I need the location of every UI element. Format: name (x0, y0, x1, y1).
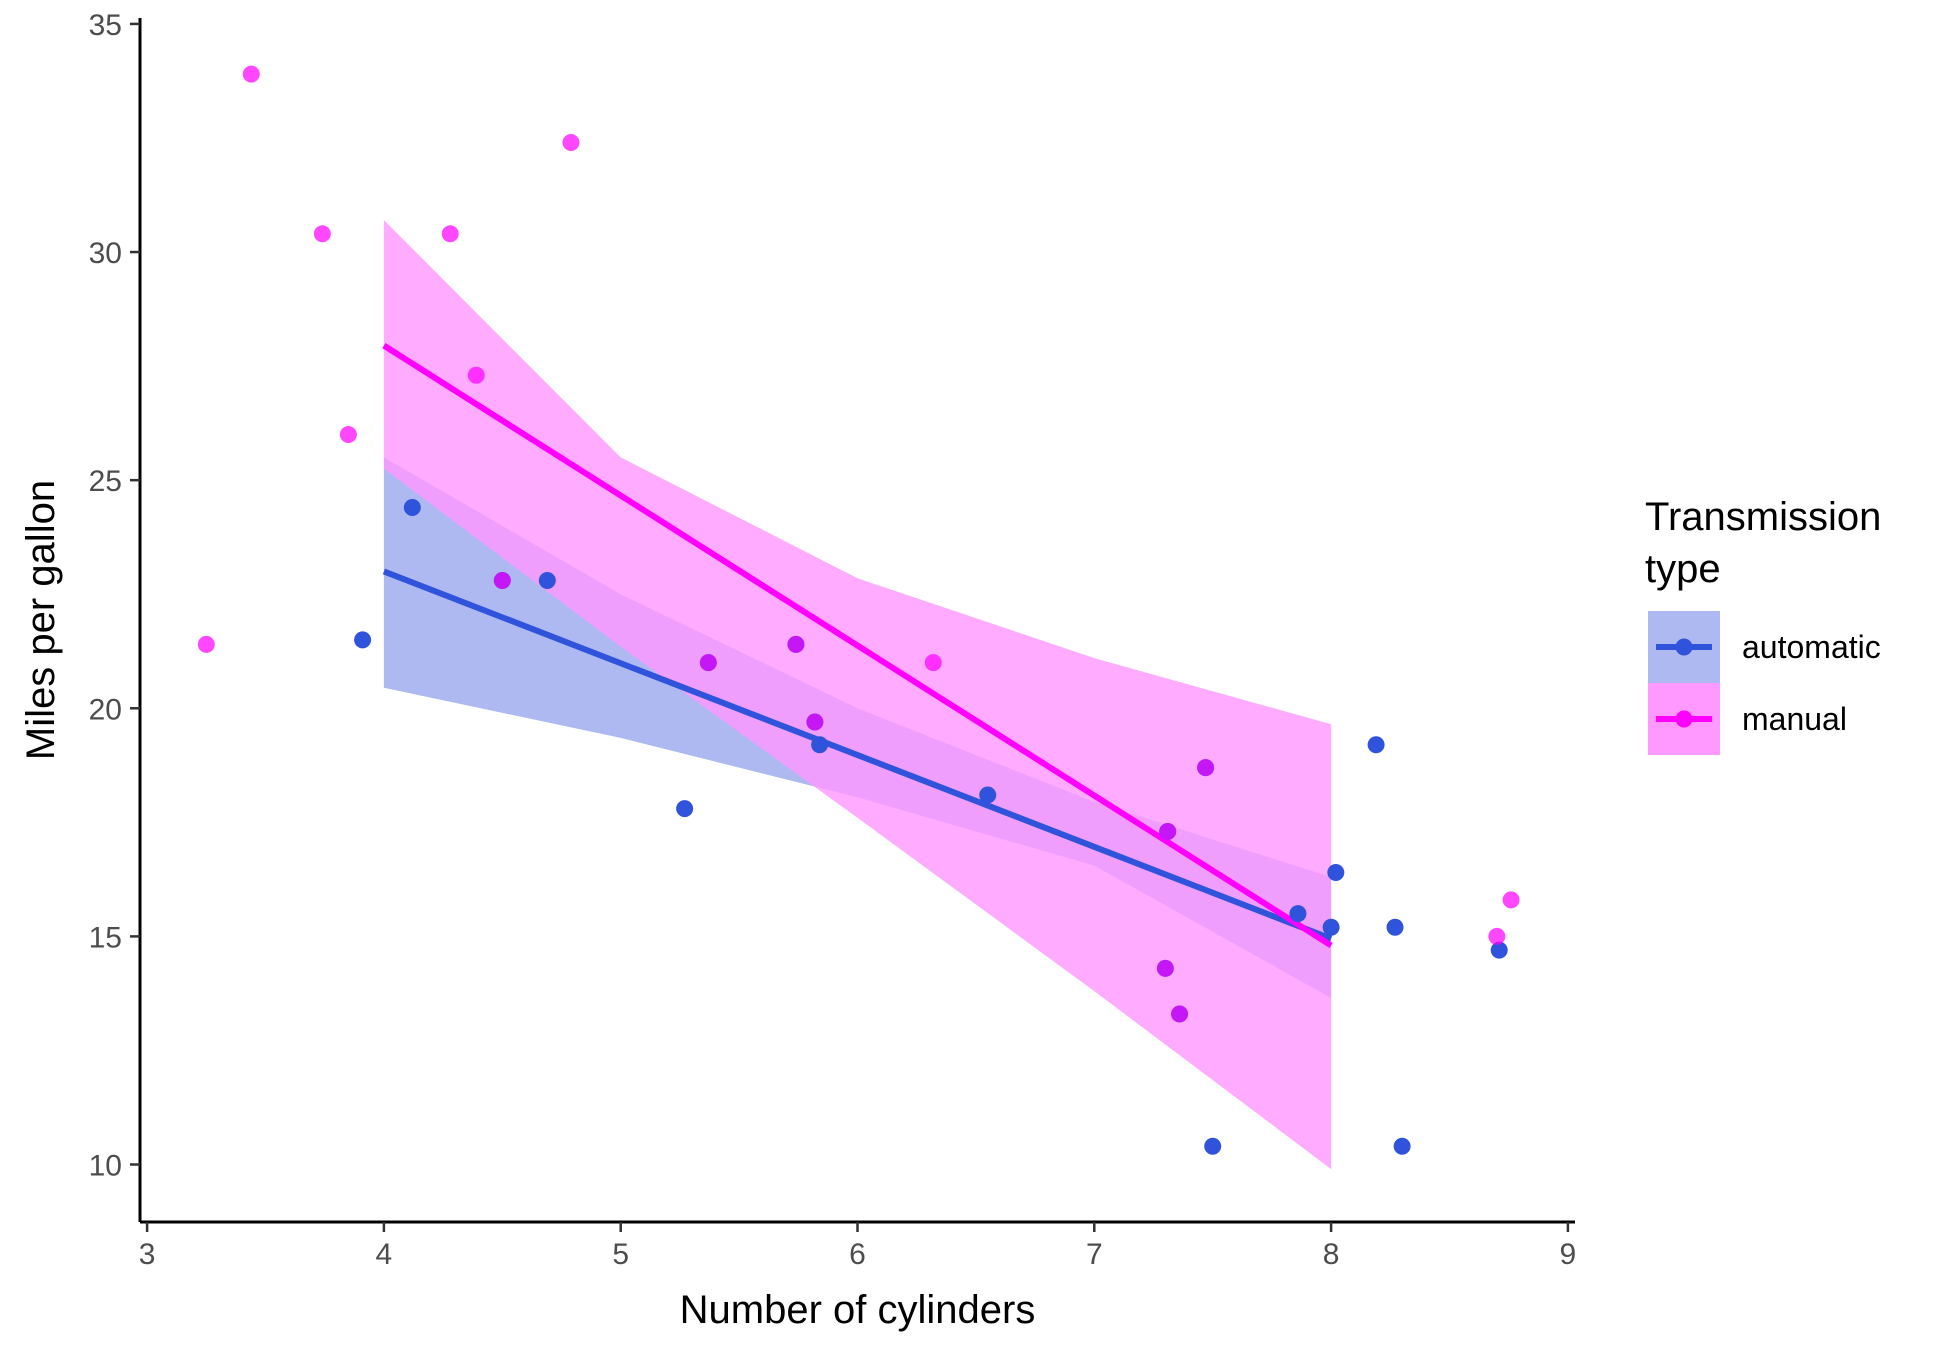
point-manual-8 (1488, 927, 1506, 945)
x-tick-label: 7 (1086, 1238, 1103, 1271)
point-automatic-6 (1204, 1137, 1222, 1155)
point-manual-17 (1197, 759, 1215, 777)
point-automatic-5 (979, 786, 997, 804)
point-manual-15 (1159, 822, 1177, 840)
point-automatic-1 (403, 499, 421, 517)
point-manual-2 (313, 225, 331, 243)
point-manual-9 (1502, 891, 1520, 909)
legend-keys: automatic manual (1648, 611, 1881, 755)
y-tick-label: 15 (89, 921, 122, 954)
point-manual-12 (787, 635, 805, 653)
y-tick-label: 35 (89, 9, 122, 42)
point-manual-6 (562, 134, 580, 152)
y-tick-label: 10 (89, 1150, 122, 1183)
point-manual-13 (806, 713, 824, 731)
y-tick-label: 25 (89, 465, 122, 498)
x-tick-label: 8 (1323, 1238, 1340, 1271)
point-automatic-10 (1367, 736, 1385, 754)
y-tick-label: 20 (89, 693, 122, 726)
fit-line-manual (382, 343, 1333, 949)
y-tick-label: 30 (89, 237, 122, 270)
point-automatic-3 (676, 800, 694, 818)
fit-lines (382, 343, 1333, 949)
x-axis-ticks: 3 4 5 6 7 8 9 (139, 1222, 1576, 1271)
point-manual-1 (242, 65, 260, 83)
data-points (197, 65, 1520, 1155)
x-tick-label: 4 (376, 1238, 393, 1271)
point-manual-4 (441, 225, 459, 243)
x-tick-label: 6 (849, 1238, 866, 1271)
confidence-bands (383, 220, 1332, 1170)
x-axis-title: Number of cylinders (680, 1288, 1036, 1332)
y-axis-ticks: 10 15 20 25 30 35 (89, 9, 140, 1183)
legend-key-point-manual (1675, 710, 1693, 728)
point-manual-10 (493, 572, 511, 590)
point-manual-14 (1156, 959, 1174, 977)
point-automatic-13 (1490, 941, 1508, 959)
point-automatic-8 (1322, 918, 1340, 936)
legend-label-manual: manual (1742, 701, 1847, 737)
legend-label-automatic: automatic (1742, 629, 1881, 665)
point-automatic-7 (1289, 905, 1307, 923)
axes: 3 4 5 6 7 8 9 10 15 20 25 30 35 Number of cylinders… (19, 9, 1576, 1332)
x-tick-label: 9 (1560, 1238, 1577, 1271)
point-manual-5 (467, 366, 485, 384)
point-automatic-12 (1393, 1137, 1411, 1155)
point-manual-11 (699, 654, 717, 672)
point-automatic-9 (1327, 864, 1345, 882)
y-axis-title: Miles per gallon (19, 480, 63, 760)
legend-key-point-automatic (1675, 638, 1693, 656)
fit-line-automatic (382, 568, 1333, 942)
legend-title-line-2: type (1645, 547, 1721, 591)
point-automatic-0 (354, 631, 372, 649)
point-manual-7 (924, 654, 942, 672)
point-manual-16 (1171, 1005, 1189, 1023)
point-automatic-11 (1386, 918, 1404, 936)
legend-title-line-1: Transmission (1645, 495, 1881, 539)
band-manual (383, 220, 1332, 1170)
point-automatic-2 (538, 572, 556, 590)
legend: Transmission type automatic manual (1645, 495, 1881, 755)
point-manual-0 (197, 635, 215, 653)
point-manual-3 (339, 426, 357, 444)
x-tick-label: 3 (139, 1238, 156, 1271)
point-automatic-4 (811, 736, 829, 754)
x-tick-label: 5 (612, 1238, 629, 1271)
